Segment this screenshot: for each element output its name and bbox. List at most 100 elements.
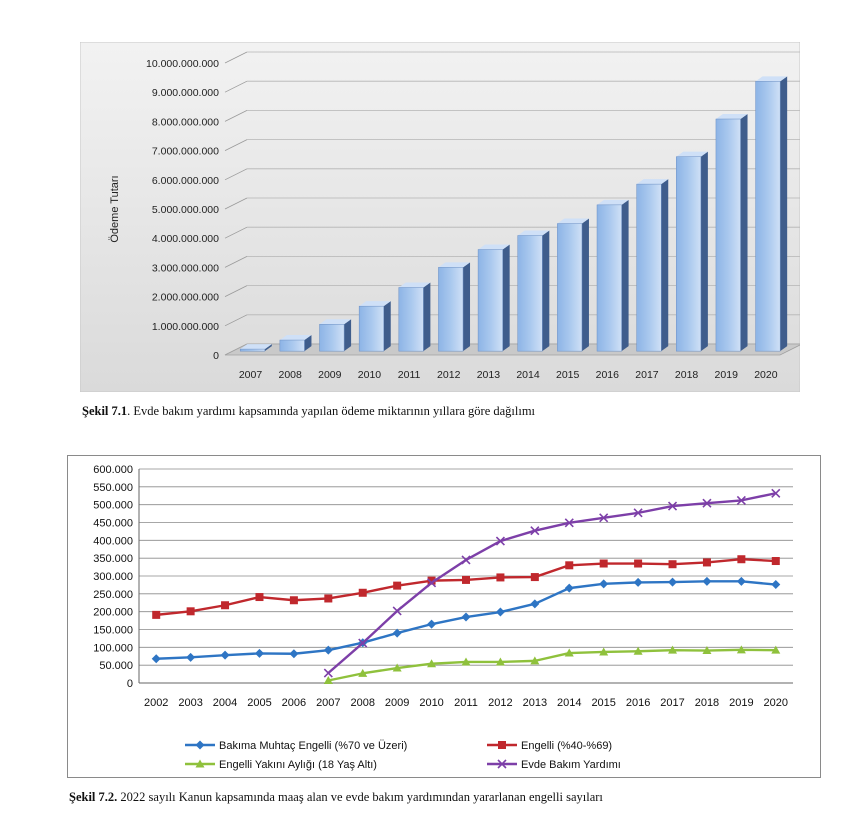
chart1-bar-front <box>755 81 781 352</box>
chart1-bar-side <box>661 179 669 352</box>
figure-7-1-text: . Evde bakım yardımı kapsamında yapılan … <box>127 404 536 418</box>
chart1-xtick-label: 2011 <box>398 369 421 381</box>
chart2-data-point <box>392 606 402 616</box>
chart2-data-point <box>462 575 470 584</box>
chart1-bar-top <box>597 199 629 205</box>
chart1-ytick-label: 0 <box>213 350 219 362</box>
beneficiaries-line-chart: 0 50.000 100.000 150.000 200.000 250.000 300.0… <box>67 455 821 778</box>
chart2-data-point <box>634 559 643 568</box>
chart1-gridline-diagonal <box>224 51 248 64</box>
chart1-ytick-label: 6.000.000.000 <box>152 175 219 187</box>
chart2-data-point <box>393 581 402 590</box>
chart2-xtick-label: 2006 <box>282 697 306 709</box>
chart2-xtick-label: 2014 <box>557 697 581 709</box>
chart2-data-point <box>323 645 333 655</box>
chart1-bar-front <box>398 287 424 352</box>
figure-7-1-label: Şekil 7.1 <box>82 404 128 418</box>
chart2-xtick-label: 2016 <box>626 697 650 709</box>
chart1-bar-top <box>517 230 550 236</box>
chart2-data-point <box>668 645 678 654</box>
chart2-data-point <box>323 668 333 678</box>
chart2-data-point <box>427 576 436 585</box>
chart2-series-4 <box>323 488 781 678</box>
chart2-ytick-label: 600.000 <box>93 464 133 476</box>
chart1-bar-front <box>239 348 266 352</box>
chart2-ytick-label: 350.000 <box>93 553 133 565</box>
chart1-bar-front <box>557 223 583 352</box>
chart1-bar-top <box>438 262 471 268</box>
chart1-gridline-diagonal <box>224 139 248 151</box>
chart2-ytick-label: 400.000 <box>93 535 133 547</box>
chart2-legend-marker <box>497 759 507 769</box>
chart1-bar-2014 <box>517 230 550 352</box>
chart1-bar-top <box>755 76 788 82</box>
chart2-legend-item-2: Engelli (%40-%69) <box>487 740 612 752</box>
chart1-bar-2011 <box>398 282 431 352</box>
chart1-gridline-diagonal <box>224 80 248 93</box>
chart2-xtick-label: 2008 <box>350 697 374 709</box>
chart1-bar-front <box>596 204 622 352</box>
chart2-legend-label: Bakıma Muhtaç Engelli (%70 ve Üzeri) <box>219 740 407 752</box>
chart2-data-point <box>186 607 195 616</box>
chart1-bar-front <box>319 324 345 352</box>
chart2-xtick-label: 2003 <box>178 697 202 709</box>
chart2-xtick-label: 2019 <box>729 697 753 709</box>
chart1-gridline-diagonal <box>224 314 248 327</box>
chart2-data-point <box>702 558 711 567</box>
chart2-data-point <box>358 668 368 677</box>
chart1-xtick-label: 2012 <box>437 369 461 381</box>
chart1-bar-front <box>517 235 543 352</box>
chart2-data-point <box>565 561 574 570</box>
chart1-xtick-label: 2013 <box>477 369 501 381</box>
chart1-ytick-label: 7.000.000.000 <box>152 146 219 158</box>
chart2-data-point <box>599 647 609 656</box>
chart1-xtick-label: 2015 <box>556 369 580 381</box>
chart2-ytick-label: 50.000 <box>99 660 133 672</box>
chart2-series-line <box>327 492 777 674</box>
chart2-legend-label: Engelli Yakını Aylığı (18 Yaş Altı) <box>219 759 377 771</box>
chart2-data-point <box>633 646 643 655</box>
chart2-data-point <box>736 576 746 586</box>
chart2-legend-item-4: Evde Bakım Yardımı <box>487 759 621 771</box>
chart1-bar-front <box>676 156 702 352</box>
chart1-bar-2010 <box>358 301 391 352</box>
chart1-bar-2013 <box>477 244 510 352</box>
chart2-border <box>67 455 821 778</box>
chart2-data-point <box>599 559 608 568</box>
chart2-data-point <box>736 495 746 505</box>
chart1-bar-2020 <box>755 76 788 352</box>
chart2-data-point <box>358 638 368 648</box>
chart1-ytick-label: 4.000.000.000 <box>152 233 219 245</box>
chart1-xtick-label: 2020 <box>754 369 778 381</box>
chart2-ytick-label: 450.000 <box>93 518 133 530</box>
chart1-gridline-diagonal <box>224 197 248 210</box>
chart2-xtick-label: 2004 <box>213 697 237 709</box>
chart1-bar-side <box>502 244 510 352</box>
chart1-ytick-label: 2.000.000.000 <box>152 292 219 304</box>
chart2-data-point <box>289 596 298 605</box>
chart2-data-point <box>496 573 505 582</box>
chart1-ytick-label: 10.000.000.000 <box>146 58 219 70</box>
chart2-data-point <box>771 488 781 498</box>
chart2-data-point <box>151 654 161 664</box>
chart2-xtick-label: 2017 <box>660 697 684 709</box>
chart2-series-line <box>328 648 776 682</box>
chart1-xtick-label: 2007 <box>239 369 263 381</box>
chart2-xtick-label: 2010 <box>419 697 443 709</box>
chart1-bar-top <box>359 301 391 307</box>
chart1-bar-front <box>636 183 662 352</box>
chart1-bar-top <box>715 114 748 120</box>
chart1-ytick-label: 1.000.000.000 <box>152 321 219 333</box>
chart1-ytick-label: 5.000.000.000 <box>152 204 219 216</box>
chart1-bar-2019 <box>715 114 748 352</box>
chart1-xtick-label: 2010 <box>358 369 382 381</box>
chart1-bar-top <box>240 344 272 350</box>
chart2-data-point <box>495 607 505 617</box>
chart2-ytick-label: 200.000 <box>93 607 133 619</box>
chart1-bar-side <box>463 262 471 352</box>
chart1-ytick-label: 3.000.000.000 <box>152 262 219 274</box>
chart1-bar-side <box>344 319 352 352</box>
chart2-ytick-label: 300.000 <box>93 571 133 583</box>
chart1-xtick-label: 2009 <box>318 369 342 381</box>
chart1-gridline-diagonal <box>224 256 248 268</box>
